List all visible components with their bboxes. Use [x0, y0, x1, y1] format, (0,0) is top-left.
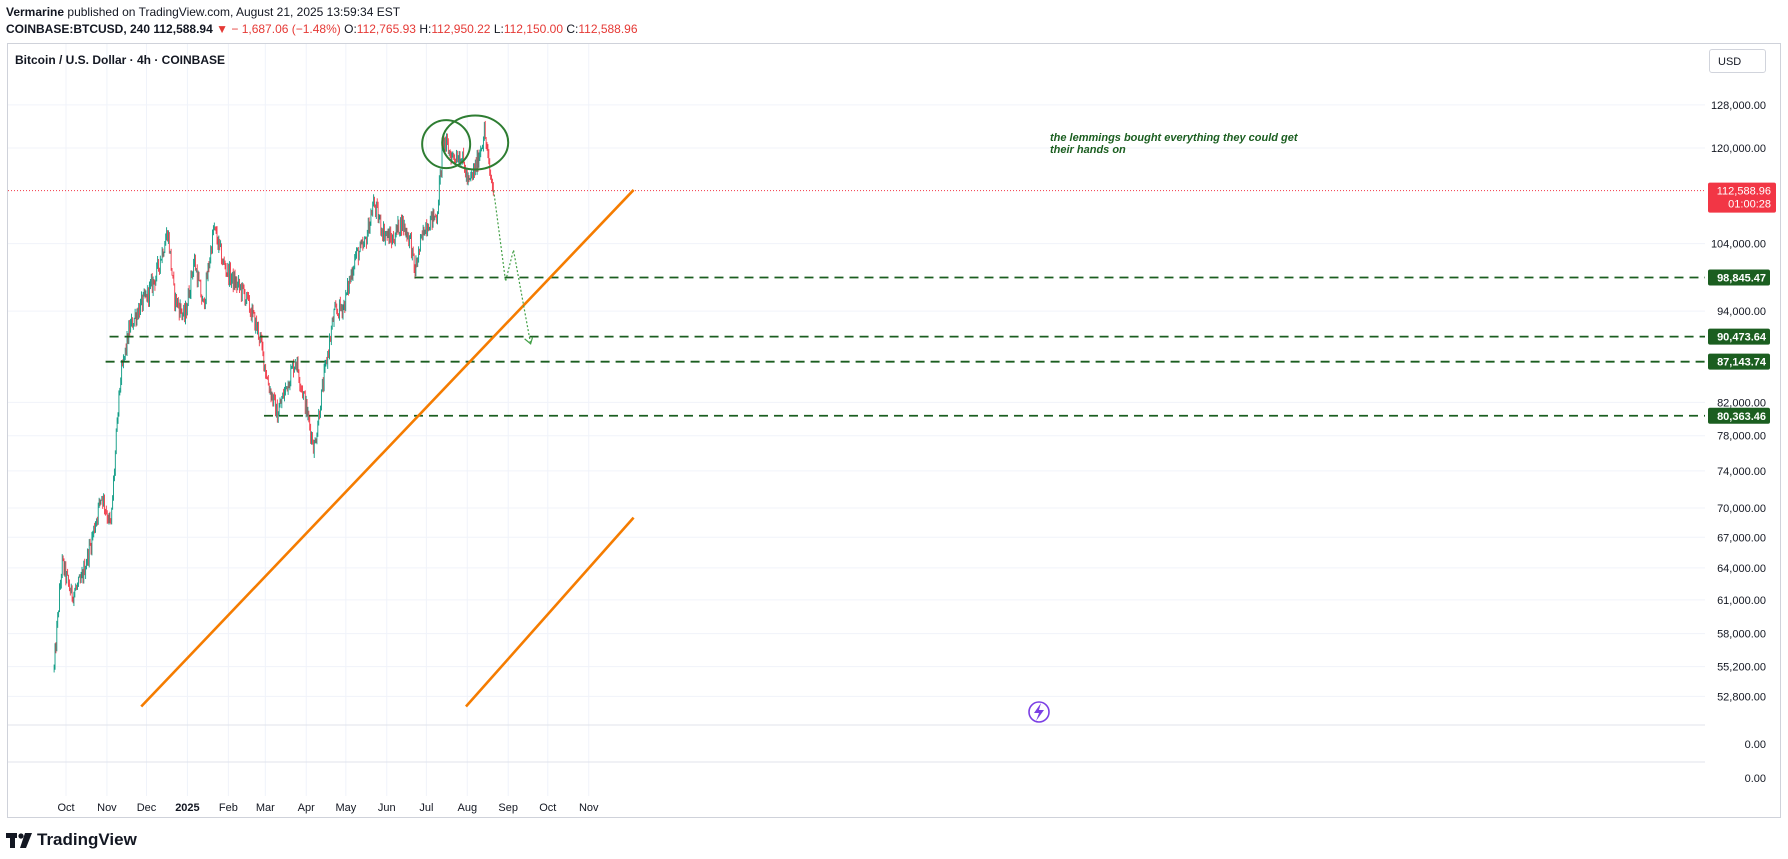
drawings: the lemmings bought everything they coul…	[8, 114, 1705, 708]
price-tick-label: 74,000.00	[1717, 466, 1766, 478]
time-tick-label: Dec	[137, 802, 157, 814]
published-text: published on TradingView.com, August 21,…	[67, 5, 401, 19]
time-tick-label: Feb	[219, 802, 238, 814]
lower-pane-tick-label: 0.00	[1745, 739, 1766, 751]
level-price-label: 98,845.47	[1717, 273, 1766, 285]
trendline	[464, 516, 635, 708]
time-tick-label: Mar	[256, 802, 275, 814]
author-name[interactable]: Vermarine	[6, 5, 65, 19]
current-price-tag	[1708, 182, 1776, 213]
time-tick-label: Oct	[57, 802, 74, 814]
open-value: 112,765.93	[356, 22, 416, 36]
price-tick-label: 94,000.00	[1717, 306, 1766, 318]
time-tick-label: Nov	[579, 802, 599, 814]
high-label: H:	[419, 22, 432, 36]
price-tick-label: 120,000.00	[1711, 143, 1766, 155]
level-price-tag	[1708, 269, 1770, 286]
close-label: C:	[566, 22, 579, 36]
price-tick-label: 104,000.00	[1711, 239, 1766, 251]
time-tick-label: Jul	[419, 802, 433, 814]
projection-arrowhead	[524, 336, 534, 345]
annotation-text: the lemmings bought everything they coul…	[1050, 132, 1299, 144]
time-axis[interactable]: Oct Nov Dec 2025 Feb Mar Apr May Jun Jul Aug Sep Oct…	[57, 802, 599, 814]
price-tick-label: 67,000.00	[1717, 532, 1766, 544]
time-tick-label: May	[335, 802, 356, 814]
time-tick-label: Nov	[97, 802, 117, 814]
symbol-label: COINBASE:BTCUSD, 240	[6, 22, 151, 36]
time-tick-label: 2025	[175, 802, 199, 814]
countdown-label: 01:00:28	[1728, 199, 1771, 211]
price-tick-label: 58,000.00	[1717, 629, 1766, 641]
down-arrow-icon: ▼	[216, 22, 229, 36]
annotation-text: their hands on	[1050, 144, 1126, 156]
open-label: O:	[344, 22, 357, 36]
level-price-label: 80,363.46	[1717, 411, 1766, 423]
price-change: − 1,687.06 (−1.48%)	[231, 22, 341, 36]
top-circle	[421, 119, 472, 170]
price-tick-label: 70,000.00	[1717, 503, 1766, 515]
price-tick-label: 78,000.00	[1717, 431, 1766, 443]
candles	[53, 120, 494, 673]
time-tick-label: Oct	[539, 802, 556, 814]
projection-path	[493, 190, 532, 344]
level-price-tag	[1708, 353, 1770, 370]
price-tick-label: 64,000.00	[1717, 563, 1766, 575]
last-price: 112,588.94	[153, 22, 213, 36]
top-circle	[441, 114, 510, 171]
low-value: 112,150.00	[503, 22, 564, 36]
symbol-ohlc-bar: COINBASE:BTCUSD, 240 112,588.94 ▼ − 1,68…	[6, 22, 638, 36]
price-tick-label: 82,000.00	[1717, 397, 1766, 409]
lightning-icon[interactable]	[1028, 701, 1050, 723]
currency-selector[interactable]: USD	[1709, 49, 1766, 73]
time-tick-label: Jun	[378, 802, 396, 814]
price-tick-label: 128,000.00	[1711, 100, 1766, 112]
grid-lines	[8, 44, 1705, 796]
price-axis[interactable]: 128,000.00 120,000.00 104,000.00 94,000.00 8…	[1711, 100, 1766, 785]
high-value: 112,950.22	[431, 22, 491, 36]
level-price-tag	[1708, 328, 1770, 345]
time-tick-label: Sep	[498, 802, 518, 814]
publish-info: Vermarine published on TradingView.com, …	[6, 5, 400, 19]
tradingview-logo-icon	[6, 832, 32, 848]
close-value: 112,588.96	[578, 22, 638, 36]
time-tick-label: Aug	[457, 802, 477, 814]
chart-area[interactable]	[7, 43, 1781, 818]
time-tick-label: Apr	[298, 802, 315, 814]
tradingview-logo[interactable]: TradingView	[6, 830, 137, 850]
price-tick-label: 52,800.00	[1717, 691, 1766, 703]
current-price-label: 112,588.96	[1717, 186, 1771, 198]
price-tick-label: 61,000.00	[1717, 595, 1766, 607]
price-tick-label: 55,200.00	[1717, 662, 1766, 674]
level-price-label: 90,473.64	[1717, 332, 1767, 344]
lower-pane-tick-label: 0.00	[1745, 773, 1766, 785]
logo-text: TradingView	[37, 830, 137, 849]
trendline	[140, 189, 635, 708]
level-price-tag	[1708, 407, 1770, 424]
chart-title: Bitcoin / U.S. Dollar · 4h · COINBASE	[15, 53, 226, 67]
low-label: L:	[493, 22, 504, 36]
plot-background	[8, 44, 1705, 725]
level-price-label: 87,143.74	[1717, 357, 1767, 369]
